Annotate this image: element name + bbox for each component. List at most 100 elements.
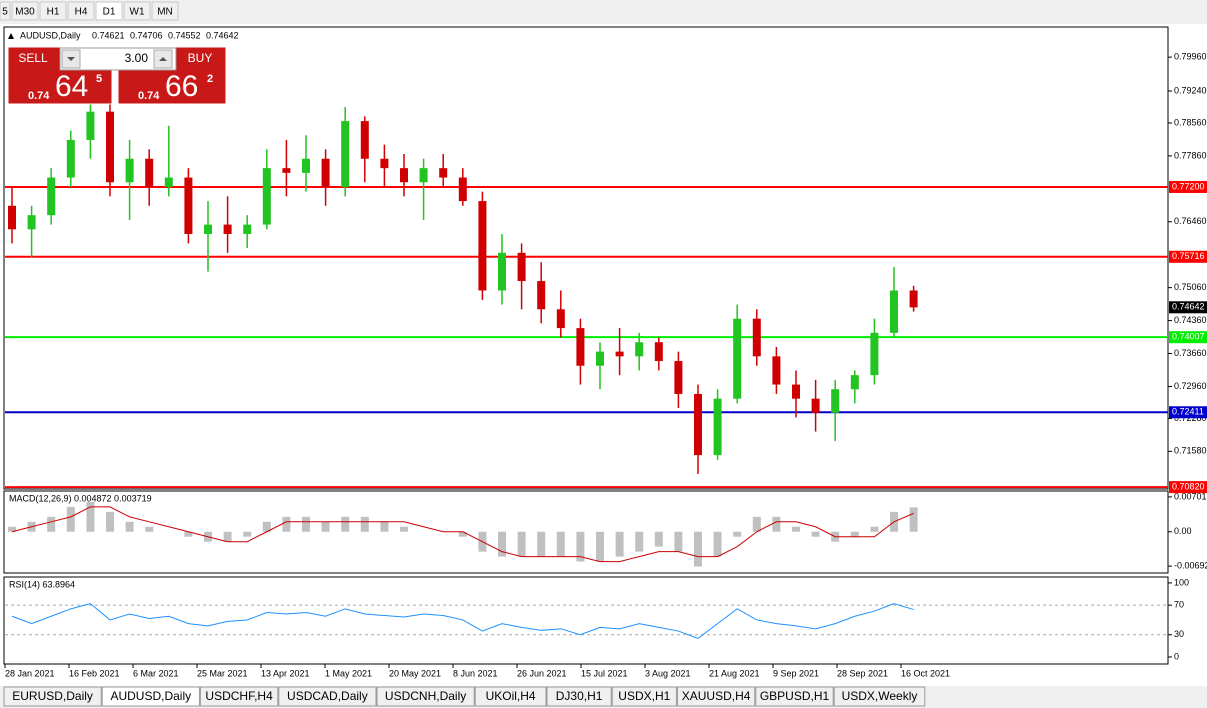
- tab[interactable]: [611, 686, 677, 707]
- tab-label: USDCHF,H4: [205, 689, 273, 703]
- level-tag: [1169, 331, 1207, 344]
- date-label: 3 Aug 2021: [645, 668, 691, 678]
- tab[interactable]: [199, 686, 279, 707]
- timeframe-label: MN: [157, 7, 173, 18]
- rsi-line: [11, 603, 914, 640]
- date-label: 8 Jun 2021: [453, 668, 498, 678]
- tab[interactable]: [278, 686, 377, 707]
- candle-body: [400, 168, 408, 183]
- tab-label: UKOil,H4: [486, 689, 536, 703]
- y-tick-label: 0: [1174, 651, 1179, 661]
- candle-body: [811, 398, 820, 413]
- sell-label: SELL: [18, 51, 48, 65]
- tab[interactable]: [3, 686, 102, 707]
- timeframe-button[interactable]: [95, 1, 123, 21]
- quote-value: 0.74552: [168, 30, 201, 40]
- tab[interactable]: [101, 686, 200, 707]
- histogram-bar: [262, 521, 271, 532]
- tab[interactable]: [676, 686, 756, 707]
- date-label: 1 May 2021: [325, 668, 372, 678]
- histogram-bar: [752, 516, 761, 532]
- level-label: 0.72411: [1172, 407, 1204, 417]
- candle-body: [478, 201, 487, 291]
- y-tick-label: 30: [1174, 629, 1184, 639]
- histogram-bar: [635, 531, 644, 552]
- lot-field[interactable]: [59, 47, 177, 71]
- level-label: 0.74007: [1172, 332, 1205, 342]
- candle-body: [890, 290, 898, 333]
- tab[interactable]: [833, 686, 926, 707]
- histogram-bar: [302, 516, 310, 532]
- candle-body: [752, 318, 761, 357]
- candle-body: [694, 393, 702, 456]
- candle-body: [360, 121, 369, 159]
- date-label: 9 Sep 2021: [773, 668, 819, 678]
- timeframe-button[interactable]: [0, 1, 11, 21]
- histogram-bar: [909, 507, 918, 532]
- y-tick-label: 0.007015: [1174, 491, 1207, 501]
- histogram-bar: [145, 526, 154, 532]
- timeframe-button[interactable]: [151, 1, 179, 21]
- timeframe-label: M30: [15, 7, 35, 18]
- timeframe-button[interactable]: [11, 1, 39, 21]
- histogram-bar: [125, 521, 134, 532]
- buy-big: 66: [165, 70, 198, 103]
- histogram-bar: [654, 531, 663, 547]
- tab-label: AUDUSD,Daily: [110, 689, 191, 703]
- date-label: 25 Mar 2021: [197, 668, 248, 678]
- histogram-bar: [223, 531, 232, 542]
- tab[interactable]: [376, 686, 475, 707]
- y-tick-label: 100: [1174, 577, 1189, 587]
- date-label: 6 Mar 2021: [133, 668, 179, 678]
- timeframe-button[interactable]: [67, 1, 95, 21]
- candle-body: [517, 252, 526, 282]
- histogram-bar: [106, 511, 114, 532]
- tab[interactable]: [755, 686, 834, 707]
- histogram-bar: [733, 531, 742, 537]
- timeframe-button[interactable]: [123, 1, 151, 21]
- timeframe-label: W1: [130, 7, 145, 18]
- candle-body: [223, 224, 232, 235]
- panel-title: MACD(12,26,9) 0.004872 0.003719: [9, 493, 152, 503]
- candle-body: [106, 111, 114, 183]
- tab-label: XAUUSD,H4: [682, 689, 751, 703]
- candle-body: [145, 158, 154, 187]
- timeframe-label: H4: [75, 7, 88, 18]
- candle-body: [909, 290, 918, 308]
- histogram-bar: [47, 516, 56, 532]
- tab[interactable]: [474, 686, 547, 707]
- candle-body: [419, 168, 428, 183]
- y-tick-label: 0.71580: [1174, 446, 1207, 456]
- candle-body: [282, 168, 291, 173]
- y-tick-label: 0.76460: [1174, 216, 1207, 226]
- toolbar: [0, 0, 1207, 22]
- histogram-bar: [282, 516, 291, 532]
- date-label: 16 Oct 2021: [901, 668, 950, 678]
- histogram-bar: [360, 516, 369, 532]
- histogram-bar: [498, 531, 506, 557]
- candle-body: [674, 361, 683, 394]
- buy-prefix: 0.74: [138, 90, 160, 102]
- candle-body: [125, 158, 134, 183]
- histogram-bar: [341, 516, 350, 532]
- level-label: 0.70820: [1172, 481, 1205, 491]
- candle-body: [870, 332, 879, 376]
- y-tick-label: 0.79960: [1174, 51, 1207, 61]
- histogram-bar: [870, 526, 879, 532]
- candle-body: [654, 342, 663, 362]
- candle-body: [380, 158, 389, 169]
- panel-frame: [3, 26, 1169, 490]
- timeframe-button[interactable]: [39, 1, 67, 21]
- tab[interactable]: [546, 686, 612, 707]
- candle-body: [792, 384, 800, 399]
- candle-body: [243, 224, 252, 235]
- y-tick-label: 70: [1174, 600, 1184, 610]
- sell-big: 64: [55, 70, 88, 103]
- timeframe-label: H1: [47, 7, 60, 18]
- lot-size: 3.00: [125, 51, 149, 65]
- candle-body: [439, 168, 448, 178]
- date-label: 15 Jul 2021: [581, 668, 628, 678]
- candle-body: [596, 351, 604, 366]
